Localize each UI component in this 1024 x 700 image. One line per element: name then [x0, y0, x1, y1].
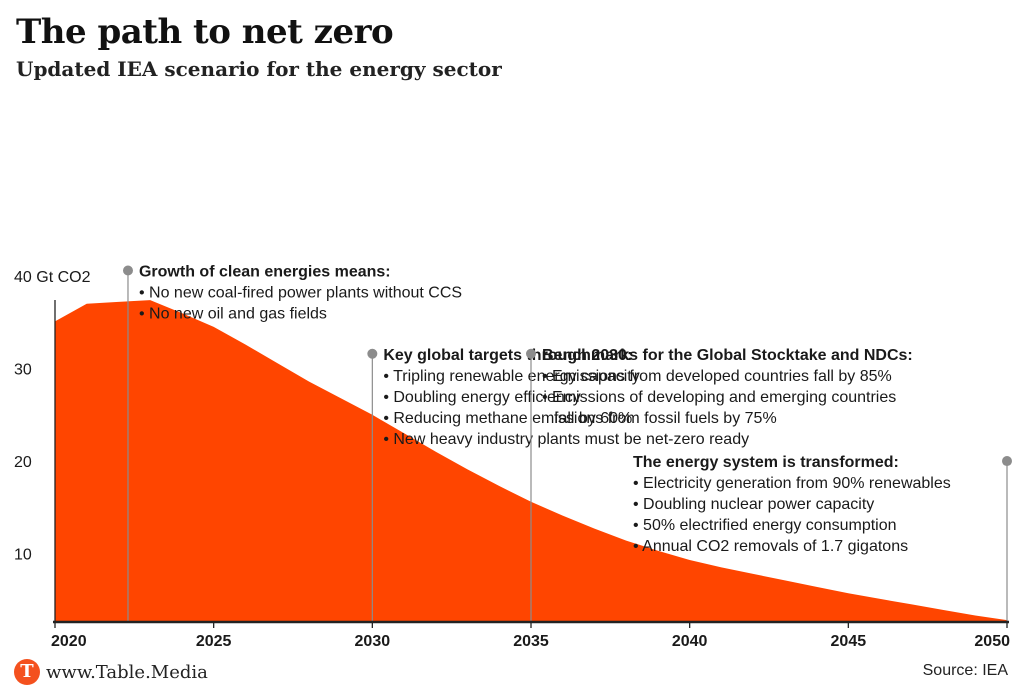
x-tick-label: 2050: [974, 633, 1010, 650]
annotation-bullet: • New heavy industry plants must be net-…: [383, 431, 749, 448]
annotation-heading: Benchmarks for the Global Stocktake and …: [542, 347, 913, 364]
brand-url[interactable]: www.Table.Media: [46, 661, 208, 683]
chart-subtitle: Updated IEA scenario for the energy sect…: [16, 57, 502, 81]
y-tick-label: 40 Gt CO2: [14, 269, 91, 286]
annotation-bullet: • Emissions of developing and emerging c…: [542, 389, 896, 406]
annotation-marker-dot: [526, 348, 536, 359]
annotation-bullet: • Annual CO2 removals of 1.7 gigatons: [633, 538, 908, 555]
annotation-bullet: • 50% electrified energy consumption: [633, 517, 897, 534]
x-tick-label: 2035: [513, 633, 549, 650]
brand[interactable]: T www.Table.Media: [14, 659, 208, 685]
annotation-heading: Key global targets through 2030:: [383, 347, 632, 364]
y-tick-label: 10: [14, 546, 32, 563]
annotation-bullet: • Emissions from developed countries fal…: [542, 368, 892, 385]
chart-title: The path to net zero: [16, 12, 394, 52]
y-tick-label: 30: [14, 361, 32, 378]
x-tick-label: 2030: [355, 633, 391, 650]
table-media-logo-icon: T: [14, 659, 40, 685]
annotation-bullet: fall by 60%: [554, 410, 632, 427]
x-tick-label: 2045: [831, 633, 867, 650]
annotation-marker-dot: [1002, 456, 1012, 467]
annotation-bullet: • Tripling renewable energy capacity: [383, 368, 639, 385]
y-tick-label: 20: [14, 454, 32, 471]
annotation-bullet: • Reducing methane emissions from fossil…: [383, 410, 776, 427]
annotation-heading: Growth of clean energies means:: [139, 264, 391, 281]
annotation-bullet: • Doubling nuclear power capacity: [633, 496, 874, 513]
x-tick-label: 2020: [51, 633, 87, 650]
annotation-bullet: • Electricity generation from 90% renewa…: [633, 475, 951, 492]
x-tick-label: 2025: [196, 633, 232, 650]
annotation-marker-dot: [367, 348, 378, 359]
annotation-bullet: • No new coal-fired power plants without…: [139, 285, 462, 302]
annotation-bullet: • No new oil and gas fields: [139, 306, 327, 323]
annotation-heading: The energy system is transformed:: [633, 454, 899, 471]
x-tick-label: 2040: [672, 633, 708, 650]
annotation-marker-dot: [122, 265, 133, 276]
emissions-area: [55, 300, 1007, 622]
source-note: Source: IEA: [922, 662, 1008, 679]
